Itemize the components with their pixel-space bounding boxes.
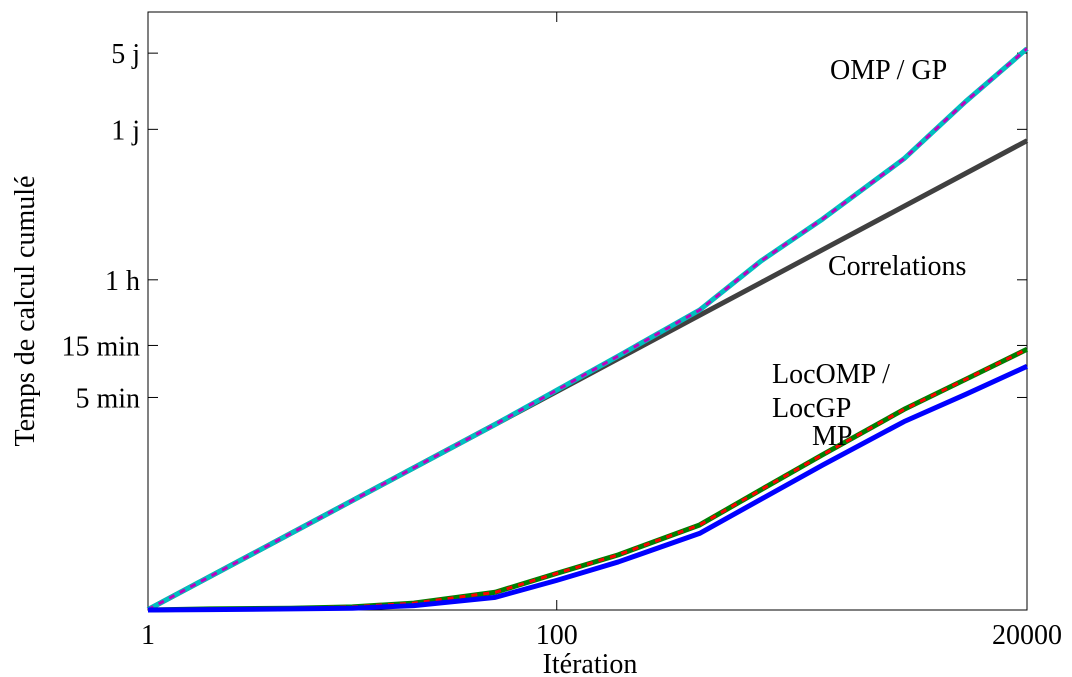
series-label: MP xyxy=(812,421,853,452)
x-tick-label: 100 xyxy=(536,620,578,651)
series-label: Correlations xyxy=(828,251,967,282)
x-tick-label: 1 xyxy=(141,620,155,651)
series-line-dashed xyxy=(147,47,1028,611)
series-label: LocOMP / LocGP xyxy=(772,359,890,424)
series-line xyxy=(146,46,1029,612)
x-tick-label: 20000 xyxy=(992,620,1062,651)
y-axis-title: Temps de calcul cumulé xyxy=(10,176,41,447)
y-tick-label: 1 h xyxy=(105,266,140,297)
series-line xyxy=(147,364,1029,613)
series-line-dashed xyxy=(147,347,1028,612)
plot-frame xyxy=(147,11,1028,611)
series-label: OMP / GP xyxy=(830,55,948,86)
y-tick-label: 15 min xyxy=(61,331,140,362)
y-tick-label: 5 j xyxy=(111,39,140,70)
y-tick-label: 5 min xyxy=(75,383,140,414)
y-tick-label: 1 j xyxy=(111,115,140,146)
x-axis-title: Itération xyxy=(543,649,638,677)
